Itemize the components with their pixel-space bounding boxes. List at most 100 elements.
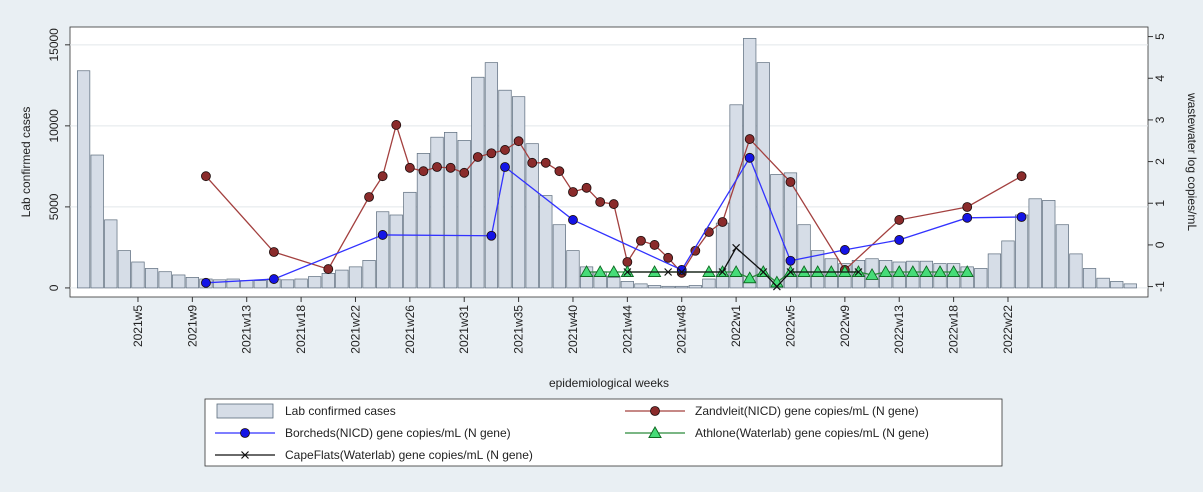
marker	[744, 134, 755, 144]
x-tick-label: 2021w35	[512, 305, 526, 354]
bar	[240, 280, 254, 289]
marker	[865, 268, 879, 280]
marker	[906, 265, 920, 277]
bar	[117, 250, 131, 289]
legend-marker	[650, 406, 660, 416]
bar	[335, 269, 349, 289]
x-tick-label: 2022w9	[838, 305, 852, 347]
x-tick-label: 2021w9	[185, 305, 199, 347]
bar	[756, 62, 770, 289]
legend-label: Lab confirmed cases	[285, 404, 396, 418]
bar	[498, 89, 512, 289]
bar	[430, 136, 444, 289]
bar	[104, 219, 118, 289]
y2-axis-title: wastewater log copies/mL	[1185, 92, 1199, 231]
bar	[688, 285, 702, 289]
marker	[581, 182, 592, 193]
marker	[459, 167, 470, 178]
bar	[1028, 198, 1042, 289]
bar	[974, 268, 988, 289]
bar	[729, 104, 743, 289]
y2-tick-label: 0	[1153, 241, 1167, 248]
marker	[391, 120, 402, 130]
marker	[824, 265, 839, 277]
marker	[500, 145, 510, 155]
bar	[389, 214, 403, 289]
bar	[212, 279, 227, 289]
marker	[636, 235, 646, 246]
y2-tick-label: 5	[1153, 33, 1167, 40]
y2-tick-label: 4	[1153, 75, 1167, 82]
bar	[607, 277, 621, 289]
series	[201, 120, 1027, 278]
y2-tick-label: -1	[1153, 281, 1167, 292]
marker	[772, 282, 781, 291]
marker	[201, 171, 211, 182]
marker	[593, 265, 607, 277]
marker	[933, 265, 947, 277]
bar	[362, 260, 376, 289]
marker	[647, 265, 662, 277]
bar	[131, 261, 145, 289]
bar	[90, 154, 104, 289]
marker	[894, 235, 905, 245]
marker	[418, 166, 429, 177]
bar	[566, 250, 580, 289]
marker	[732, 243, 741, 252]
marker	[785, 255, 796, 266]
bar	[444, 131, 458, 289]
marker	[568, 215, 578, 225]
bar	[144, 268, 159, 289]
bar	[403, 191, 417, 289]
marker	[677, 268, 686, 276]
marker	[554, 166, 565, 177]
line	[205, 122, 1022, 274]
bar	[647, 285, 662, 289]
bar	[987, 253, 1001, 289]
marker	[527, 157, 538, 168]
marker	[201, 277, 211, 288]
marker	[579, 265, 594, 277]
marker	[513, 136, 524, 147]
marker	[377, 230, 388, 240]
bar	[1110, 281, 1124, 289]
marker	[718, 268, 727, 276]
marker	[962, 202, 973, 212]
marker	[785, 177, 796, 187]
marker	[810, 265, 825, 277]
marker	[445, 162, 456, 173]
bar	[770, 174, 784, 289]
x-tick-label: 2022w13	[892, 305, 906, 354]
marker	[269, 274, 279, 284]
marker	[323, 264, 334, 274]
legend-swatch	[216, 403, 274, 419]
marker	[894, 215, 905, 225]
marker	[797, 265, 811, 277]
marker	[962, 212, 973, 223]
bar	[1014, 214, 1029, 289]
bar	[634, 283, 648, 289]
bar	[797, 224, 811, 289]
bar	[280, 279, 295, 289]
bar	[1001, 240, 1015, 289]
y-tick-label: 0	[47, 284, 61, 291]
x-tick-label: 2021w31	[457, 305, 471, 354]
x-tick-label: 2022w18	[947, 305, 961, 354]
series	[623, 243, 863, 291]
bar	[1123, 283, 1137, 289]
bar	[226, 278, 240, 289]
bar	[1082, 268, 1097, 289]
marker	[623, 268, 632, 276]
bar	[511, 96, 526, 289]
x-axis-title: epidemiological weeks	[549, 376, 669, 390]
x-tick-label: 2021w22	[348, 305, 362, 354]
bar	[308, 276, 322, 289]
marker	[1016, 171, 1027, 182]
y-tick-label: 5000	[47, 193, 61, 220]
bar	[620, 281, 634, 289]
legend-marker	[241, 451, 249, 459]
x-tick-label: 2021w40	[566, 305, 580, 354]
bar	[376, 211, 390, 289]
legend-marker	[240, 428, 250, 438]
marker	[404, 162, 415, 173]
